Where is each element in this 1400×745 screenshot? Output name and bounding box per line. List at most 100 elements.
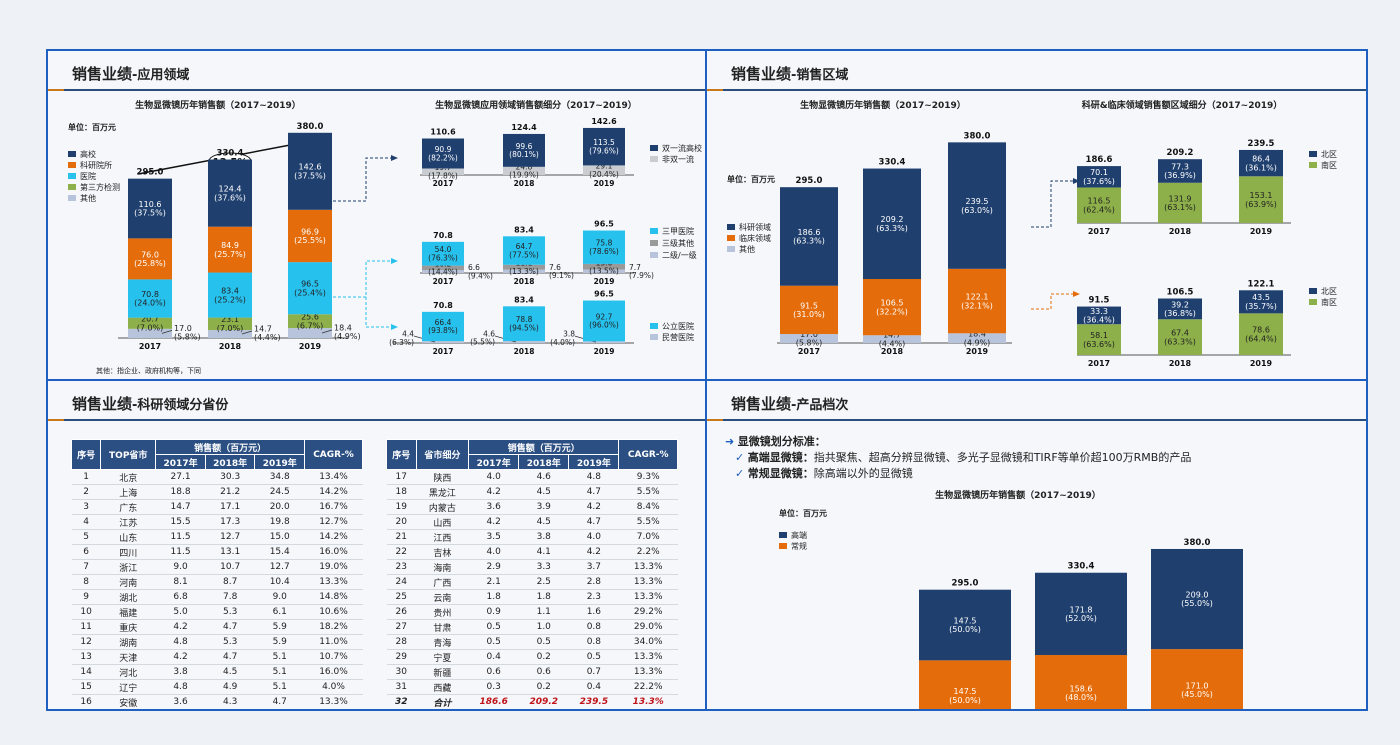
quadrant-region: 销售业绩-销售区域 生物显微镜历年销售额（2017~2019） 单位：百万元 科… xyxy=(707,51,1366,379)
q1_hosp_owner-xlabel-2017: 2017 xyxy=(433,347,454,356)
q2_main-bar-2019-1 xyxy=(948,268,1006,334)
q1_hosp_level-label-2017-0: 6.6 (9.4%) xyxy=(468,263,493,280)
table-cell: 0.2 xyxy=(518,649,569,665)
table-cell: 23 xyxy=(386,559,417,575)
q4-title-rule xyxy=(707,419,1366,421)
table-cell: 12.7 xyxy=(205,529,255,545)
q1_univ-xlabel-2017: 2017 xyxy=(433,179,454,188)
q1-legend-item-4: 其他 xyxy=(80,193,96,203)
q2_clinical-xlabel-2018: 2018 xyxy=(1169,359,1192,368)
table-cell: 2.3 xyxy=(568,589,619,605)
q1-legend-swatch-4 xyxy=(68,195,76,201)
table-cell: 16.0% xyxy=(304,664,363,680)
q2-connectors xyxy=(1031,178,1080,310)
table-row: 6 四川 11.5 13.1 15.4 16.0% xyxy=(71,544,363,560)
table-cell: 34.0% xyxy=(618,634,678,650)
q2-legend-r-item-0: 北区 xyxy=(1321,150,1337,159)
table-cell: 6.1 xyxy=(254,604,305,620)
dashboard-frame: 销售业绩-应用领域 生物显微镜历年销售额（2017~2019） 单位：百万元 高… xyxy=(46,49,1368,711)
q1-legend-swatch-2 xyxy=(68,173,76,179)
q1_main-label-2017-2: 70.8 (24.0%) xyxy=(134,290,166,308)
q1-legend-item-1: 科研院所 xyxy=(80,160,112,170)
table-cell: 1.6 xyxy=(568,604,619,620)
table-cell: 12.7 xyxy=(254,559,305,575)
table-cell: 4.1 xyxy=(518,544,569,560)
table-cell: 7.0% xyxy=(618,529,678,545)
table-cell: 11 xyxy=(71,619,101,635)
q4-title: 销售业绩-产品档次 xyxy=(731,395,849,413)
q1_univ-bar-2019-1 xyxy=(583,127,625,166)
q2_clinical-label-2017-1: 33.3 (36.4%) xyxy=(1083,307,1115,325)
q1-connectors xyxy=(333,155,398,330)
q1_hosp_level-total-2018: 83.4 xyxy=(514,225,534,234)
q1-charts: 生物显微镜历年销售额（2017~2019） 单位：百万元 高校科研院所医院第三方… xyxy=(68,99,702,375)
q1_main-bar-2018-1 xyxy=(208,317,252,331)
q1-legend-b-item-0: 三甲医院 xyxy=(662,226,694,236)
q1_hosp_level-bar-2018-0 xyxy=(503,269,545,273)
table-row: 22 吉林 4.0 4.1 4.2 2.2% xyxy=(386,544,678,560)
table-cell: 9.0 xyxy=(254,589,305,605)
table-cell: 新疆 xyxy=(416,664,469,680)
q2_clinical-bar-2017-1 xyxy=(1077,306,1121,325)
table-cell: 5 xyxy=(71,529,101,545)
table-cell: 18 xyxy=(386,484,417,500)
table-row: 21 江西 3.5 3.8 4.0 7.0% xyxy=(386,529,678,545)
q4-unit: 单位：百万元 xyxy=(779,508,827,518)
table-row: 1 北京 27.1 30.3 34.8 13.4% xyxy=(71,469,363,485)
q1_main-bar-2017-4 xyxy=(128,178,172,239)
table-cell: 24 xyxy=(386,574,417,590)
table-cell: 福建 xyxy=(100,604,156,620)
q1-legend-a-swatch-1 xyxy=(650,156,658,162)
q1_main-xlabel-2017: 2017 xyxy=(139,342,161,351)
table-cell: 四川 xyxy=(100,544,156,560)
table-cell: 10.6% xyxy=(304,604,363,620)
table-cell: 14.8% xyxy=(304,589,363,605)
table-cell: 4.2 xyxy=(468,484,519,500)
q1-title-rule xyxy=(48,89,705,91)
table-row: 18 黑龙江 4.2 4.5 4.7 5.5% xyxy=(386,484,678,500)
q1_univ-bar-2019-0 xyxy=(583,165,625,175)
q2_research-bar-2017-0 xyxy=(1077,187,1121,223)
table-cell: 2 xyxy=(71,484,101,500)
quadrant-product-tier: 销售业绩-产品档次 ➜ 显微镜划分标准： ✓ 高端显微镜：指共聚焦、超高分辨显微… xyxy=(707,381,1366,709)
q1_hosp_level-label-2018-2: 64.7 (77.5%) xyxy=(509,242,539,259)
table-cell: 3.5 xyxy=(468,529,519,545)
q1-legend-swatch-0 xyxy=(68,151,76,157)
q2_clinical-label-2017-0: 58.1 (63.6%) xyxy=(1083,331,1115,349)
q2_research-bar-2019-1 xyxy=(1239,149,1283,177)
q2-legend-r-swatch-0 xyxy=(1309,151,1317,157)
table-cell: 27 xyxy=(386,619,417,635)
table-cell: 0.2 xyxy=(518,679,569,695)
table-cell: 20.0 xyxy=(254,499,305,515)
table-cell: 4.2 xyxy=(568,544,619,560)
q1_hosp_level-bar-2019-2 xyxy=(583,230,625,264)
table-cell: 4.2 xyxy=(155,649,206,665)
q2_main-label-2017-1: 91.5 (31.0%) xyxy=(793,301,825,319)
q2_main-bar-2017-2 xyxy=(780,187,838,286)
table-cell: 4.7 xyxy=(254,694,305,709)
q4_main-total-2019: 380.0 xyxy=(1184,538,1211,548)
table-row: 23 海南 2.9 3.3 3.7 13.3% xyxy=(386,559,678,575)
table-cell: 15.0 xyxy=(254,529,305,545)
q1_hosp_owner-label-2017-1: 66.4 (93.8%) xyxy=(428,318,458,335)
table-cell: 4.0% xyxy=(304,679,363,695)
q1_main-total-2017: 295.0 xyxy=(137,168,164,178)
q2_main-total-2018: 330.4 xyxy=(879,158,906,168)
q1_main-bar-2018-3 xyxy=(208,226,252,273)
q1_main-bar-2018-4 xyxy=(208,159,252,227)
q1-legend-item-2: 医院 xyxy=(80,171,96,181)
q2_research-xlabel-2019: 2019 xyxy=(1250,227,1273,236)
q1-legend-a-item-1: 非双一流 xyxy=(662,154,694,164)
q1_main-label-2018-3: 84.9 (25.7%) xyxy=(214,241,246,259)
q2_clinical-bar-2017-0 xyxy=(1077,324,1121,355)
q1-legend-item-0: 高校 xyxy=(80,149,96,159)
table-cell: 山东 xyxy=(100,529,156,545)
table-cell: 29.0% xyxy=(618,619,678,635)
q2-right-title: 科研&临床领域销售额区域细分（2017~2019） xyxy=(1082,99,1283,111)
q1_main-label-2017-4: 110.6 (37.5%) xyxy=(134,200,166,218)
q1-main-chart: 17.0 (5.8%) 20.7 (7.0%) 70.8 (24.0%) 76.0 (25.8… xyxy=(118,122,361,351)
table-row: 25 云南 1.8 1.8 2.3 13.3% xyxy=(386,589,678,605)
table-row: 32 合计 186.6 209.2 239.5 13.3% xyxy=(386,694,678,709)
q1_main-xlabel-2018: 2018 xyxy=(219,342,242,351)
